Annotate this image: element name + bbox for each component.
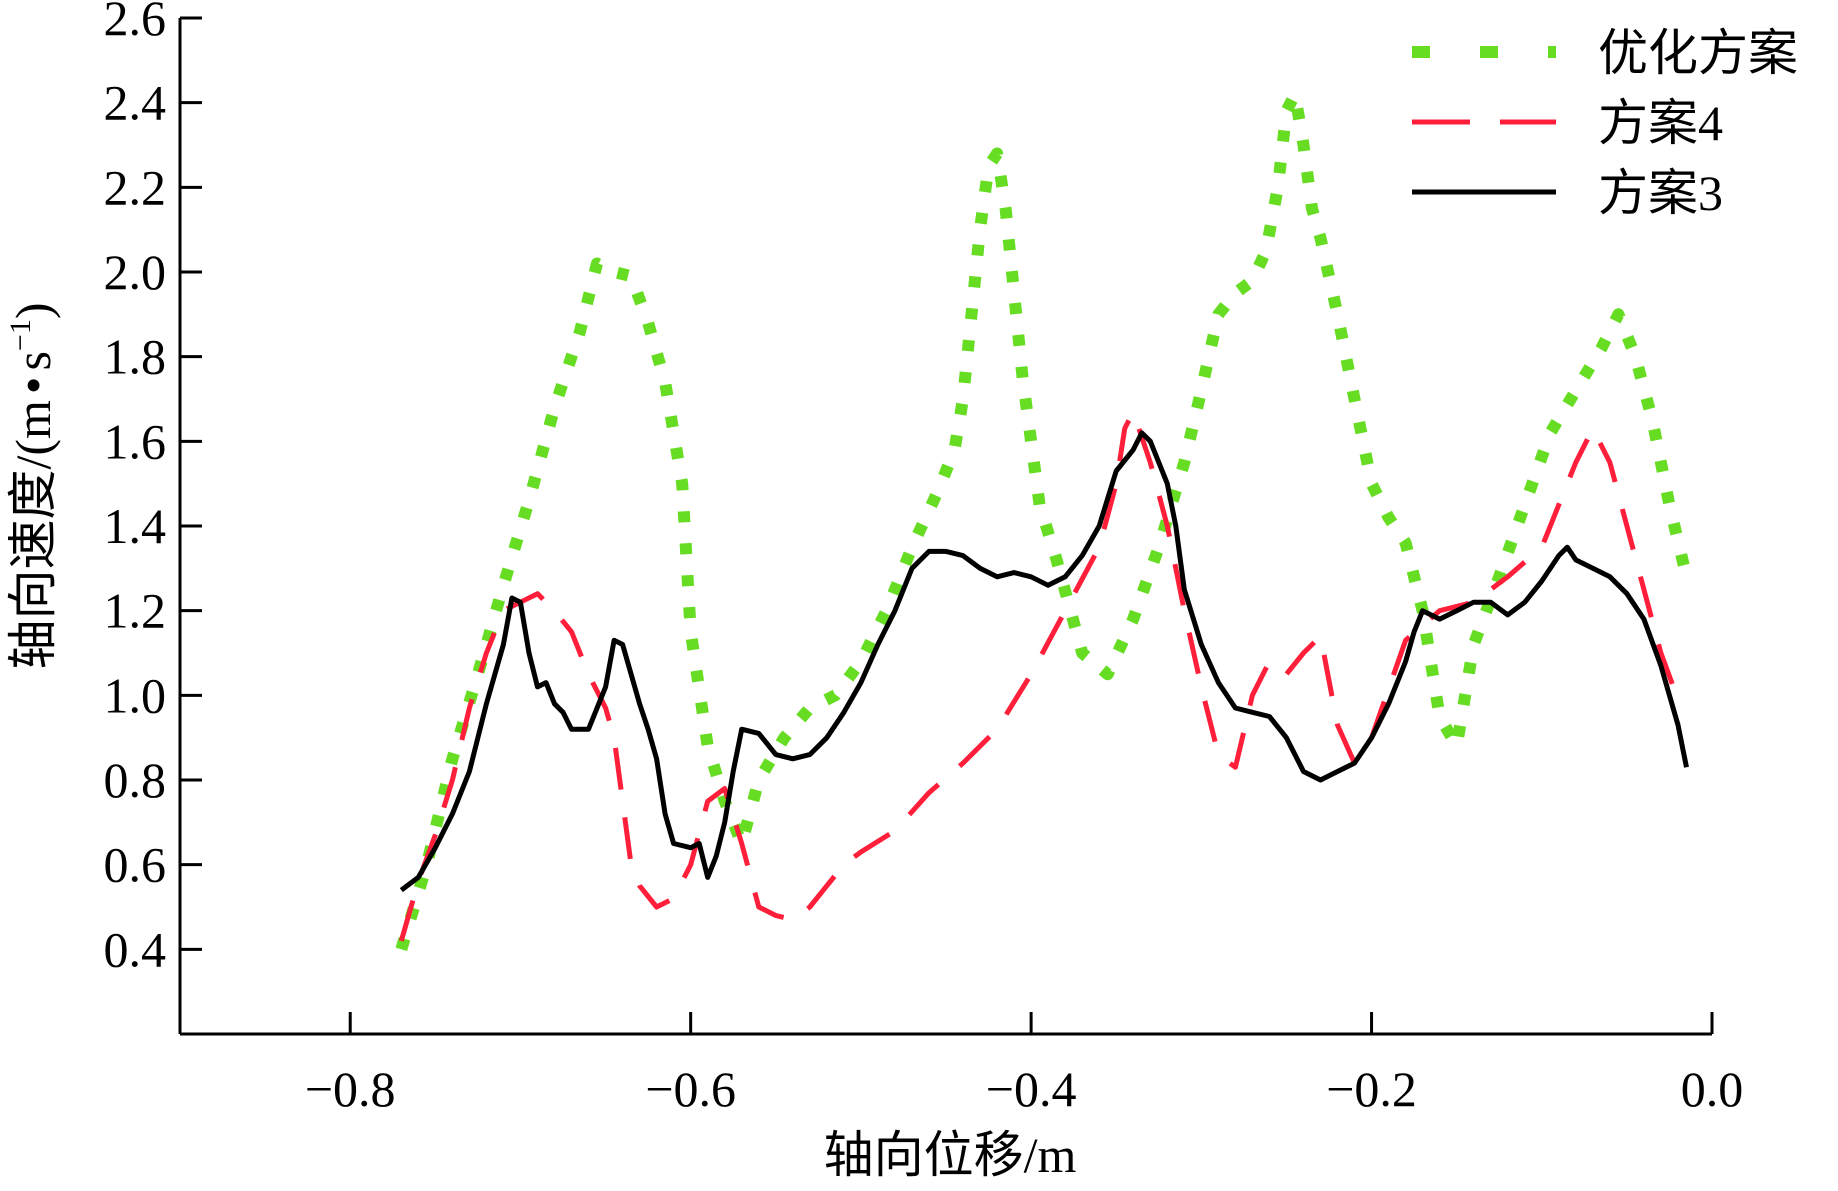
series-layer: [395, 88, 1693, 952]
x-tick-label: −0.8: [305, 1061, 396, 1117]
legend: 优化方案 方案4 方案3: [1412, 25, 1798, 221]
y-axis-title-dot: •: [5, 377, 61, 395]
y-tick-label: 1.4: [104, 498, 167, 554]
legend-label-0: 优化方案: [1598, 25, 1798, 81]
y-tick-label: 0.8: [104, 752, 167, 808]
legend-label-2: 方案3: [1598, 165, 1723, 221]
series-line-2: [399, 430, 1689, 893]
ticks-layer: 0.4 0.6 0.8 1.0 1.2 1.4 1.6 1.8 2.0 2.2 2.4 2.6 −0.8…: [104, 0, 1744, 1117]
legend-label-1: 方案4: [1598, 95, 1723, 151]
x-tick-label: −0.4: [986, 1061, 1077, 1117]
y-tick-label: 2.0: [104, 244, 167, 300]
y-axis-title-main: 轴向速度/(m: [5, 400, 61, 670]
y-axis-title: 轴向速度/(m • s−1): [4, 303, 61, 670]
y-tick-label: 1.2: [104, 583, 167, 639]
y-tick-label: 1.8: [104, 329, 167, 385]
x-tick-label: −0.2: [1326, 1061, 1417, 1117]
y-tick-label: 2.6: [104, 0, 167, 46]
x-tick-label: 0.0: [1681, 1061, 1744, 1117]
y-axis-title-close: ): [5, 303, 61, 320]
y-tick-label: 0.6: [104, 837, 167, 893]
y-tick-label: 0.4: [104, 921, 167, 977]
y-tick-label: 1.6: [104, 413, 167, 469]
x-tick-label: −0.6: [645, 1061, 736, 1117]
x-axis-title: 轴向位移/m: [824, 1127, 1077, 1183]
y-tick-label: 2.4: [104, 75, 167, 131]
y-tick-label: 2.2: [104, 159, 167, 215]
y-tick-label: 1.0: [104, 667, 167, 723]
series-line-0: [395, 88, 1693, 952]
series-line-1: [398, 409, 1681, 942]
y-axis-title-s: s: [5, 351, 61, 370]
y-axis-title-sup: −1: [4, 319, 37, 351]
